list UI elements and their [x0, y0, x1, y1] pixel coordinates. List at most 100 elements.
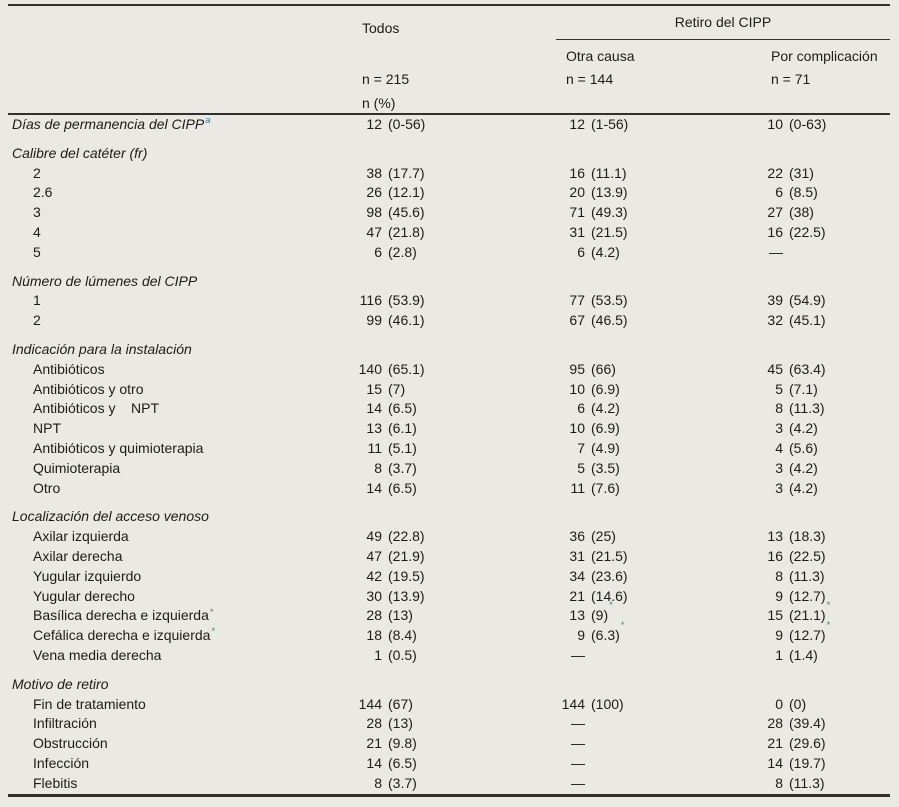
value-cell: 21 (14.6) [545, 587, 745, 607]
value-count: 144 [358, 695, 382, 712]
section-row: Días de permanencia del CIPPa 12 (0-56) 12 (… [8, 115, 890, 135]
column-header-por-complicacion: Por complicación [771, 48, 878, 64]
value-count: 27 [767, 204, 783, 221]
column-header-todos: Todos [362, 20, 400, 36]
value-count: 28 [366, 607, 382, 624]
footnote-marker[interactable]: * [620, 620, 625, 632]
value-cell [745, 340, 890, 360]
footnote-marker[interactable]: * [826, 620, 831, 632]
row-label-text: Días de permanencia del CIPP [12, 116, 205, 132]
section-row: Calibre del catéter (fr) [8, 144, 890, 164]
value-count: 6 [374, 243, 382, 260]
value-percent: (0-56) [388, 116, 426, 132]
row-label-text: Quimioterapia [33, 459, 121, 476]
row-label: Otro [8, 479, 340, 499]
value-cell [545, 144, 745, 164]
footnote-marker[interactable]: * [211, 626, 216, 638]
value-percent: (21.8) [388, 223, 425, 240]
footnote-marker[interactable]: * [609, 600, 613, 612]
value-percent: (1-56) [591, 116, 629, 132]
value-cell: 16 (11.1) [545, 164, 745, 184]
value-count: 5 [775, 380, 783, 397]
value-cell: 13 (6.1) [340, 419, 545, 439]
row-label: Antibióticos y NPT [8, 399, 340, 419]
value-percent: (13.9) [591, 184, 628, 201]
value-percent: (9.8) [388, 735, 417, 752]
row-label: Vena media derecha [8, 646, 340, 666]
value-cell: 32 (45.1) [745, 311, 890, 331]
value-percent: (66) [591, 360, 616, 377]
value-cell: 8 (3.7) [340, 459, 545, 479]
value-count: 8 [374, 459, 382, 476]
value-count: — [769, 243, 783, 260]
table-bottom-rule [8, 793, 890, 797]
table-section: Motivo de retiro Fin de tratamiento 144 (67… [8, 675, 890, 794]
value-percent: (22.5) [789, 223, 826, 240]
data-row: 2.6 26 (12.1) 20 (13.9) 6 (8.5) [8, 183, 890, 203]
footnote-marker[interactable]: a [205, 115, 211, 127]
row-label: Infiltración [8, 714, 340, 734]
value-cell: 144 (67) [340, 695, 545, 715]
value-count: 32 [767, 312, 783, 329]
value-cell: 13 (18.3) [745, 527, 890, 547]
value-cell: 3 (4.2) [745, 459, 890, 479]
value-count: 31 [569, 547, 585, 564]
row-label: Infección [8, 754, 340, 774]
value-percent: (12.1) [388, 184, 425, 201]
table-top-rule [8, 4, 890, 6]
row-label: Flebitis [8, 774, 340, 794]
value-count: 14 [366, 479, 382, 496]
row-label: Obstrucción [8, 734, 340, 754]
value-percent: (14.6) [591, 587, 628, 604]
value-cell: 95 (66) [545, 360, 745, 380]
row-label-text: Localización del acceso venoso [12, 508, 209, 525]
value-percent: (49.3) [591, 204, 628, 221]
row-label: Quimioterapia [8, 459, 340, 479]
data-row: Yugular izquierdo 42 (19.5) 34 (23.6) 8 (11.3) [8, 567, 890, 587]
value-cell: 36 (25) [545, 527, 745, 547]
value-count: 11 [570, 479, 585, 496]
row-label: Indicación para la instalación [8, 340, 340, 360]
value-count: 8 [775, 400, 783, 417]
value-cell: 6 (4.2) [545, 243, 745, 263]
value-cell: 18 (8.4) [340, 626, 545, 646]
value-cell: 98 (45.6) [340, 203, 545, 223]
value-percent: (7) [388, 380, 406, 397]
row-label: NPT [8, 419, 340, 439]
data-row: Antibióticos y NPT 14 (6.5) 6 (4.2) 8 (11.3) [8, 399, 890, 419]
footnote-marker[interactable]: * [826, 600, 831, 612]
value-count: 3 [775, 420, 783, 437]
value-percent: (8.5) [789, 184, 818, 201]
value-count: 13 [767, 528, 783, 545]
value-count: 67 [569, 312, 585, 329]
row-label-text: Cefálica derecha e izquierda [33, 627, 211, 644]
value-cell [745, 675, 890, 695]
row-label-text: Infección [33, 754, 90, 771]
value-percent: (8.4) [388, 627, 417, 644]
column-header-todos-n: n = 215 n (%) [362, 67, 409, 115]
value-percent: (0) [789, 695, 807, 712]
value-percent: (22.8) [388, 528, 425, 545]
column-group-retiro-title: Retiro del CIPP [674, 14, 772, 30]
row-label-text: Flebitis [33, 774, 78, 791]
row-label: Antibióticos [8, 360, 340, 380]
value-percent: (46.1) [388, 312, 425, 329]
value-percent: (23.6) [591, 567, 628, 584]
row-label: Fin de tratamiento [8, 695, 340, 715]
value-percent: (6.5) [388, 754, 417, 771]
value-cell: 16 (22.5) [745, 547, 890, 567]
value-cell: 22 (31) [745, 164, 890, 184]
row-label: 2 [8, 164, 340, 184]
value-cell: 116 (53.9) [340, 291, 545, 311]
row-label-text: Otro [33, 479, 61, 496]
footnote-marker[interactable]: * [209, 606, 214, 618]
value-cell: 144 (100) [545, 695, 745, 715]
data-row: Yugular derecho 30 (13.9) 21 (14.6) 9 (12.7) [8, 587, 890, 607]
value-count: 14 [366, 754, 382, 771]
row-label-text: 2.6 [33, 184, 53, 201]
value-cell: — [545, 734, 745, 754]
value-cell [340, 507, 545, 527]
value-cell: 3 (4.2) [745, 419, 890, 439]
value-count: 99 [366, 312, 382, 329]
value-count: 28 [366, 715, 382, 732]
